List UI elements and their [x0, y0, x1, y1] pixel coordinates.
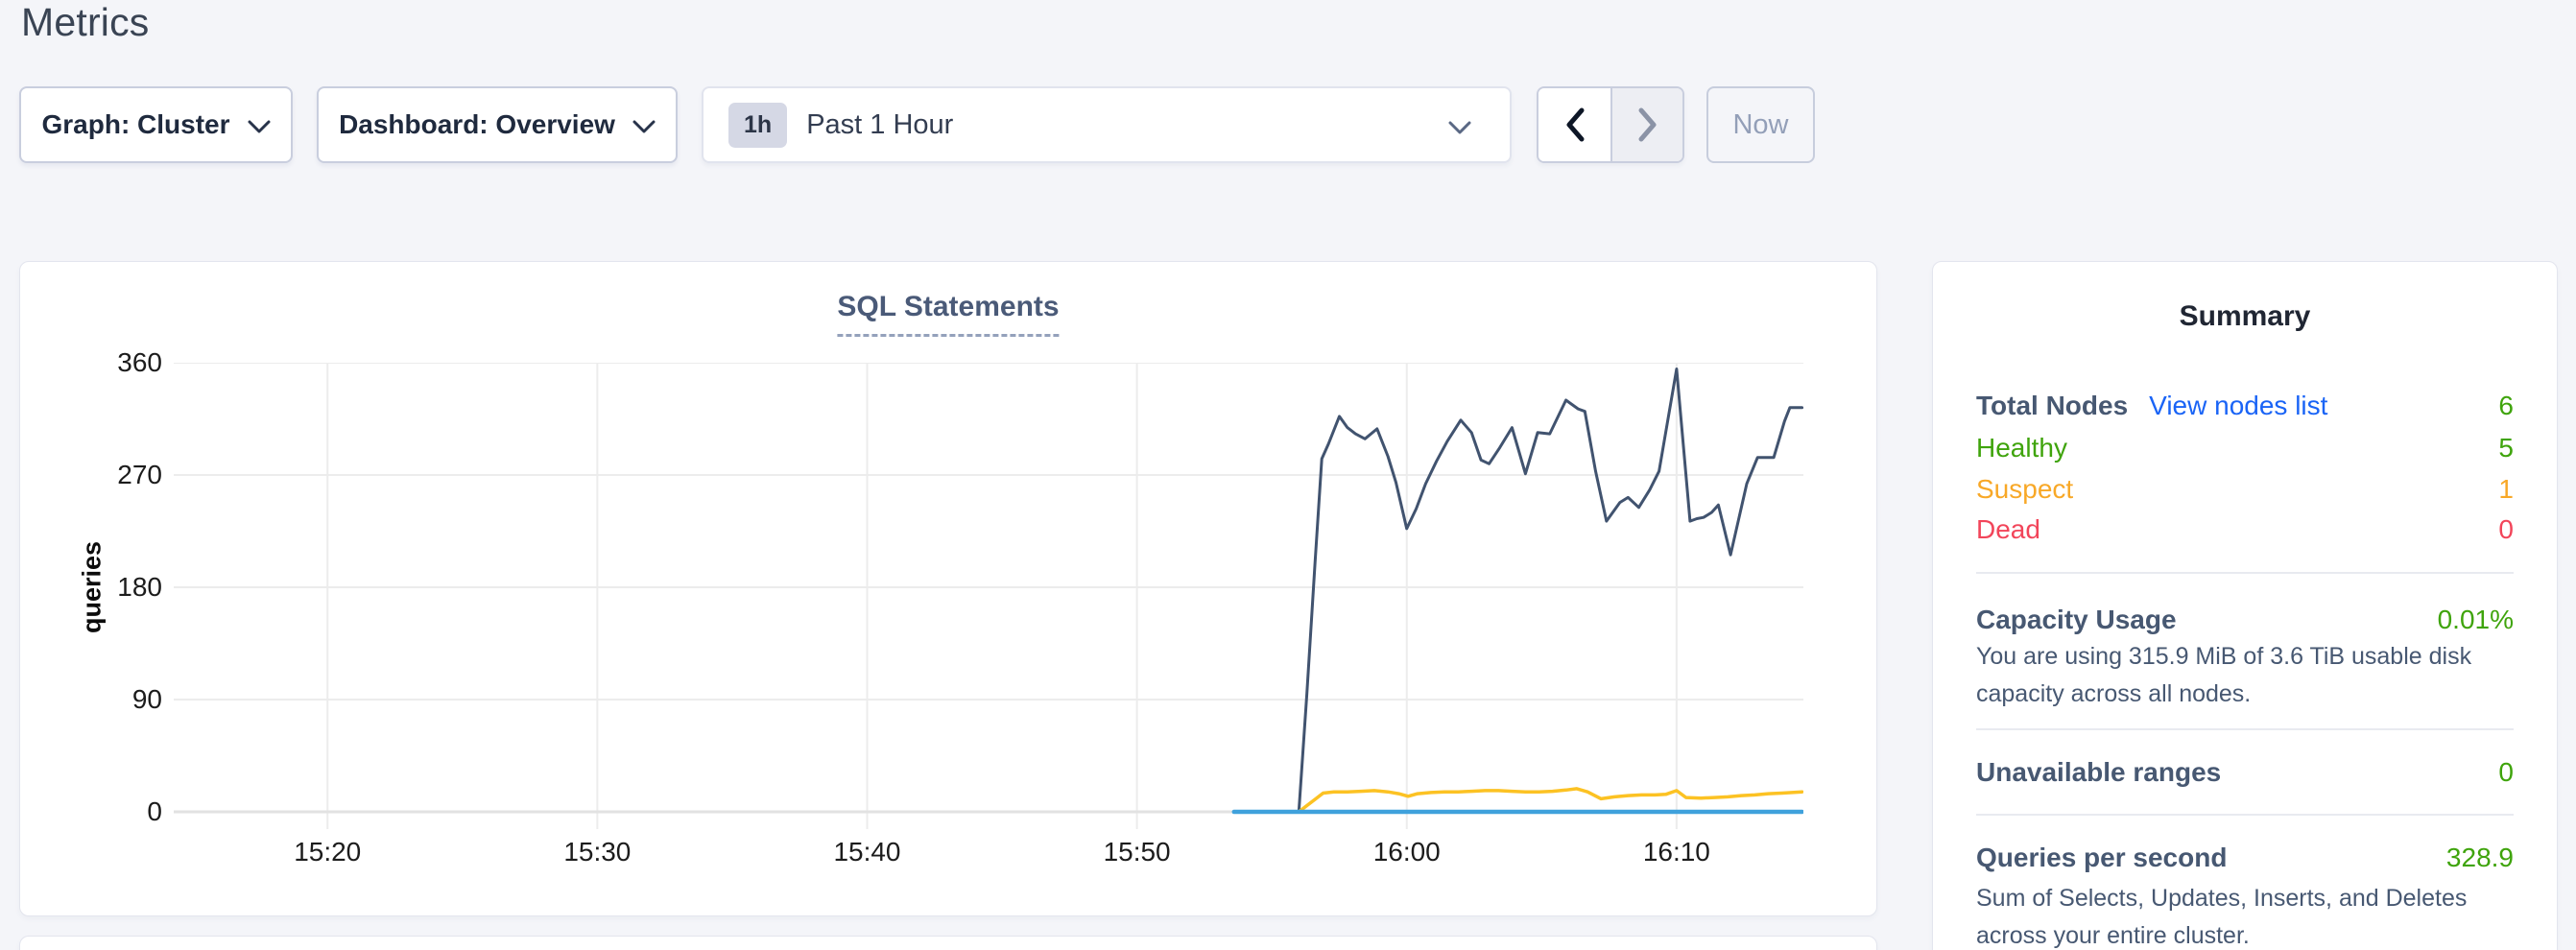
graph-scope-dropdown-label: Graph: Cluster [41, 109, 230, 139]
plot-area[interactable] [174, 363, 1803, 829]
summary-title: Summary [2179, 300, 2311, 332]
x-tick-label: 15:30 [563, 837, 632, 867]
y-tick-label: 90 [131, 684, 162, 714]
suspect-value: 1 [2498, 474, 2514, 504]
dashboard-dropdown[interactable]: Dashboard: Overview [317, 86, 678, 163]
capacity-usage-value: 0.01% [2437, 605, 2514, 634]
capacity-usage-label: Capacity Usage [1976, 605, 2177, 634]
sql-statements-chart-panel: SQL Statements queries 0 90 180 270 360 15:2… [19, 261, 1877, 916]
chevron-left-icon [1566, 107, 1584, 142]
total-nodes-label: Total Nodes [1976, 391, 2129, 420]
queries-per-second-row: Queries per second 328.9 [1976, 837, 2514, 879]
dashboard-dropdown-label: Dashboard: Overview [339, 109, 615, 139]
queries-per-second-description: Sum of Selects, Updates, Inserts, and De… [1976, 885, 2468, 949]
x-tick-label: 15:40 [833, 837, 901, 867]
y-tick-label: 270 [117, 460, 162, 489]
divider [1976, 814, 2514, 816]
next-chart-panel [19, 936, 1877, 950]
capacity-usage-description: You are using 315.9 MiB of 3.6 TiB usabl… [1976, 643, 2472, 707]
time-range-selector[interactable]: 1h Past 1 Hour [702, 86, 1512, 163]
chevron-right-icon [1638, 107, 1656, 142]
queries-per-second-label: Queries per second [1976, 843, 2228, 872]
queries-yellow-series [1297, 787, 1803, 814]
prev-time-range-button[interactable] [1538, 88, 1610, 161]
queries-dark-series [1297, 368, 1803, 814]
chevron-down-icon [1448, 121, 1471, 134]
total-nodes-row: Total Nodes View nodes list 6 [1976, 385, 2514, 427]
capacity-usage-row: Capacity Usage 0.01% [1976, 599, 2514, 641]
unavailable-ranges-label: Unavailable ranges [1976, 757, 2222, 787]
healthy-nodes-row: Healthy 5 [1976, 427, 2514, 469]
view-nodes-list-link[interactable]: View nodes list [2149, 391, 2328, 420]
summary-panel: Summary Total Nodes View nodes list 6 He… [1932, 261, 2558, 950]
now-button[interactable]: Now [1706, 86, 1815, 163]
queries-per-second-value: 328.9 [2445, 843, 2514, 872]
chevron-down-icon [248, 120, 271, 132]
divider [1976, 572, 2514, 574]
total-nodes-value: 6 [2498, 391, 2514, 420]
chart-title[interactable]: SQL Statements [837, 291, 1060, 337]
x-tick-label: 15:50 [1103, 837, 1171, 867]
healthy-label: Healthy [1976, 433, 2067, 463]
dead-nodes-row: Dead 0 [1976, 509, 2514, 551]
time-range-badge: 1h [728, 102, 788, 148]
next-time-range-button[interactable] [1610, 88, 1682, 161]
time-step-nav [1537, 86, 1684, 163]
page-title: Metrics [21, 0, 150, 44]
suspect-nodes-row: Suspect 1 [1976, 468, 2514, 511]
graph-scope-dropdown[interactable]: Graph: Cluster [19, 86, 293, 163]
unavailable-ranges-row: Unavailable ranges 0 [1976, 751, 2514, 794]
x-tick-label: 16:10 [1642, 837, 1710, 867]
x-tick-label: 16:00 [1372, 837, 1441, 867]
toolbar: Graph: Cluster Dashboard: Overview 1h Pa… [0, 86, 2576, 163]
dead-label: Dead [1976, 514, 2040, 544]
dead-value: 0 [2498, 514, 2514, 544]
x-tick-label: 15:20 [294, 837, 362, 867]
y-tick-label: 360 [117, 347, 162, 377]
time-range-label: Past 1 Hour [806, 108, 954, 140]
suspect-label: Suspect [1976, 474, 2074, 504]
y-tick-label: 0 [147, 796, 162, 826]
divider [1976, 728, 2514, 730]
healthy-value: 5 [2498, 433, 2514, 463]
chevron-down-icon [632, 120, 656, 132]
unavailable-ranges-value: 0 [2498, 757, 2514, 787]
y-tick-label: 180 [117, 572, 162, 602]
